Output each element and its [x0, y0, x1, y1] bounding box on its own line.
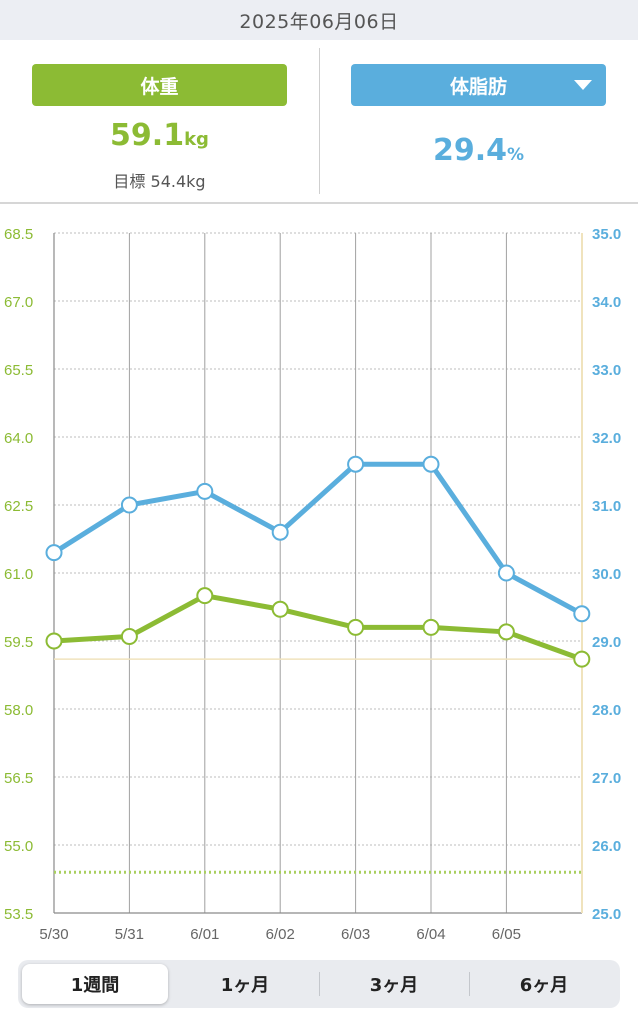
date-header: 2025年06月06日 — [0, 0, 638, 40]
weight-point — [573, 650, 591, 668]
y-right-tick-label: 34.0 — [592, 294, 621, 311]
body-fat-point — [573, 605, 591, 623]
y-right-tick-label: 26.0 — [592, 838, 621, 855]
x-tick-label: 5/31 — [115, 926, 144, 943]
triangle-down-icon — [574, 80, 592, 90]
period-separator — [469, 972, 470, 996]
x-tick-label: 6/03 — [341, 926, 370, 943]
weight-fat-chart: 68.5 35.0 67.0 34.0 65.5 33.0 64.0 32.0 62.5 31.0… — [4, 226, 621, 943]
y-right-tick-label: 32.0 — [592, 430, 621, 447]
period-3-months[interactable]: 3ヶ月 — [369, 975, 419, 996]
current-weight: 59.1kg — [32, 118, 287, 153]
body-fat-point — [497, 564, 515, 582]
y-left-tick-label: 55.0 — [4, 838, 33, 855]
y-left-tick-label: 64.0 — [4, 430, 33, 447]
y-right-tick-label: 31.0 — [592, 498, 621, 515]
body-fat-unit: % — [506, 145, 525, 165]
y-left-tick-label: 62.5 — [4, 498, 33, 515]
weight-series-line — [51, 593, 585, 662]
body-fat-dropdown[interactable]: 体脂肪 — [351, 64, 606, 106]
y-left-tick-label: 68.5 — [4, 226, 33, 243]
weight-point — [422, 618, 440, 636]
y-right-tick-label: 28.0 — [592, 702, 621, 719]
y-left-tick-label: 53.5 — [4, 906, 33, 923]
y-left-tick-label: 67.0 — [4, 294, 33, 311]
current-body-fat: 29.4% — [351, 133, 606, 168]
x-tick-label: 6/05 — [492, 926, 521, 943]
body-fat-point — [422, 455, 440, 473]
period-selector: 1週間 1ヶ月 3ヶ月 6ヶ月 — [18, 960, 620, 1008]
y-left-tick-label: 61.0 — [4, 566, 33, 583]
period-separator — [319, 972, 320, 996]
y-right-tick-label: 27.0 — [592, 770, 621, 787]
weight-tab-button[interactable]: 体重 — [32, 64, 287, 106]
body-fat-series-line — [51, 461, 585, 617]
weight-value: 59.1 — [110, 118, 185, 153]
body-fat-label: 体脂肪 — [449, 75, 507, 98]
y-right-tick-label: 25.0 — [592, 906, 621, 923]
weight-point — [497, 623, 515, 641]
y-left-tick-label: 58.0 — [4, 702, 33, 719]
date-text: 2025年06月06日 — [239, 10, 399, 33]
weight-point — [271, 600, 289, 618]
x-tick-label: 6/04 — [416, 926, 445, 943]
y-right-tick-label: 33.0 — [592, 362, 621, 379]
weight-point — [347, 618, 365, 636]
body-fat-point — [196, 482, 214, 500]
x-tick-label: 6/01 — [190, 926, 219, 943]
body-fat-point — [120, 496, 138, 514]
period-1-month[interactable]: 1ヶ月 — [220, 975, 270, 996]
weight-tab-label: 体重 — [140, 75, 179, 98]
body-fat-point — [271, 523, 289, 541]
header-divider — [0, 202, 638, 204]
body-fat-point — [347, 455, 365, 473]
weight-point — [120, 627, 138, 645]
x-tick-label: 6/02 — [266, 926, 295, 943]
x-tick-label: 5/30 — [39, 926, 68, 943]
weight-unit: kg — [184, 129, 209, 150]
goal-weight: 目標 54.4kg — [113, 172, 206, 191]
y-left-tick-label: 56.5 — [4, 770, 33, 787]
weight-point — [45, 632, 63, 650]
period-1-week[interactable]: 1週間 — [22, 964, 168, 1004]
panel-divider — [319, 48, 320, 194]
y-left-tick-label: 65.5 — [4, 362, 33, 379]
weight-point — [196, 587, 214, 605]
body-fat-value: 29.4 — [432, 133, 507, 168]
body-fat-point — [45, 544, 63, 562]
y-right-tick-label: 29.0 — [592, 634, 621, 651]
period-6-months[interactable]: 6ヶ月 — [519, 975, 569, 996]
y-left-tick-label: 59.5 — [4, 634, 33, 651]
y-right-tick-label: 35.0 — [592, 226, 621, 243]
y-right-tick-label: 30.0 — [592, 566, 621, 583]
